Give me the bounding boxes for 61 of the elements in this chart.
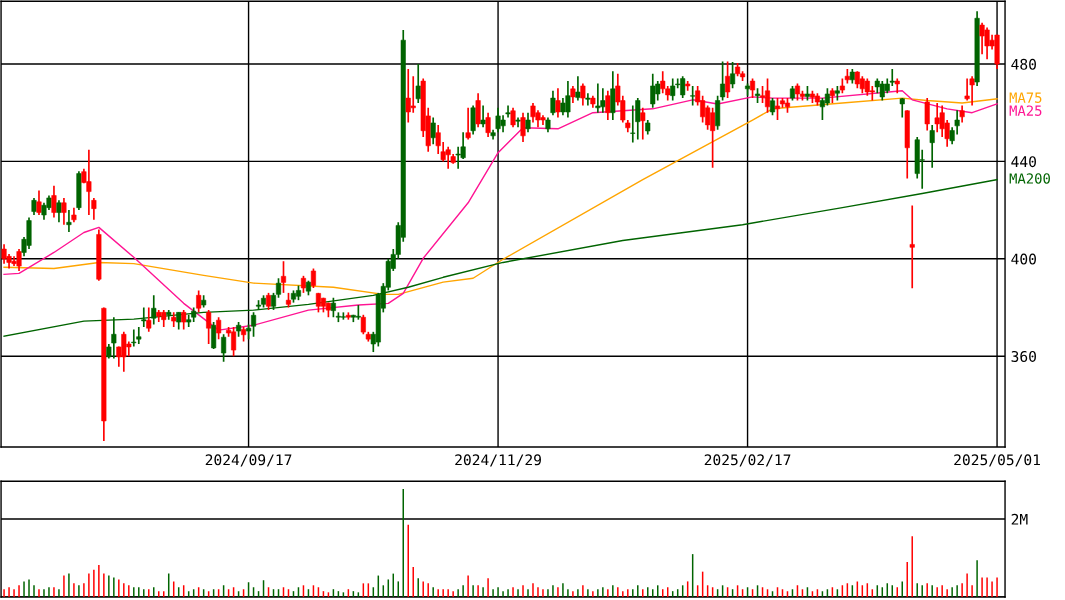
candlestick	[51, 184, 57, 219]
candlestick	[211, 321, 217, 350]
candlestick	[605, 89, 611, 121]
candlestick	[764, 77, 771, 114]
y-tick-label: 440	[1011, 156, 1036, 168]
candlestick	[580, 82, 586, 107]
candlestick	[505, 104, 511, 119]
candlestick	[66, 209, 72, 233]
candlestick	[774, 97, 781, 121]
candlestick	[36, 189, 42, 216]
candlestick	[750, 77, 756, 99]
candlestick	[480, 104, 486, 129]
candlestick	[640, 107, 646, 141]
candlestick	[415, 63, 421, 104]
candlestick	[585, 92, 591, 107]
candlestick	[725, 60, 731, 99]
candlestick	[485, 111, 491, 138]
candlestick	[280, 260, 287, 294]
candlestick	[555, 87, 561, 119]
x-tick-label: 2024/09/17	[205, 454, 292, 467]
candlestick	[575, 75, 581, 102]
candlestick	[330, 296, 336, 319]
candlestick	[206, 309, 212, 345]
series-label: MA200	[1009, 173, 1050, 184]
candlestick	[216, 316, 222, 340]
candlestick	[141, 306, 147, 328]
series-label: MA25	[1009, 105, 1042, 116]
candlestick	[470, 104, 476, 136]
candlestick	[181, 309, 187, 331]
candlestick	[525, 111, 531, 134]
candlestick	[550, 89, 556, 116]
x-tick-label: 2025/05/01	[954, 454, 1040, 467]
candlestick	[465, 107, 471, 141]
y-tick-label: 2M	[1011, 513, 1028, 525]
candlestick	[196, 289, 202, 314]
candlestick	[510, 107, 516, 129]
candlestick	[899, 97, 905, 119]
x-tick-label: 2024/11/29	[455, 454, 541, 467]
candlestick	[475, 92, 481, 129]
y-tick-label: 480	[1011, 58, 1036, 70]
candlestick	[595, 82, 601, 114]
x-tick-label: 2025/02/17	[704, 454, 791, 467]
candlestick	[610, 70, 616, 121]
candlestick	[520, 111, 526, 143]
candlestick	[670, 77, 676, 102]
candlestick	[924, 97, 930, 132]
candlestick	[310, 267, 316, 289]
series-label: MA75	[1009, 92, 1042, 103]
y-tick-label: 360	[1011, 350, 1036, 362]
candlestick	[275, 277, 282, 299]
candlestick	[56, 199, 62, 224]
candlestick	[430, 116, 436, 146]
candlestick	[221, 333, 227, 363]
y-tick-label: 400	[1011, 253, 1036, 265]
candlestick	[929, 124, 935, 169]
candlestick	[151, 294, 157, 326]
candlestick	[909, 204, 915, 290]
candlestick	[146, 306, 152, 333]
candlestick	[730, 61, 736, 90]
candlestick	[61, 197, 67, 226]
candlestick	[690, 85, 696, 107]
